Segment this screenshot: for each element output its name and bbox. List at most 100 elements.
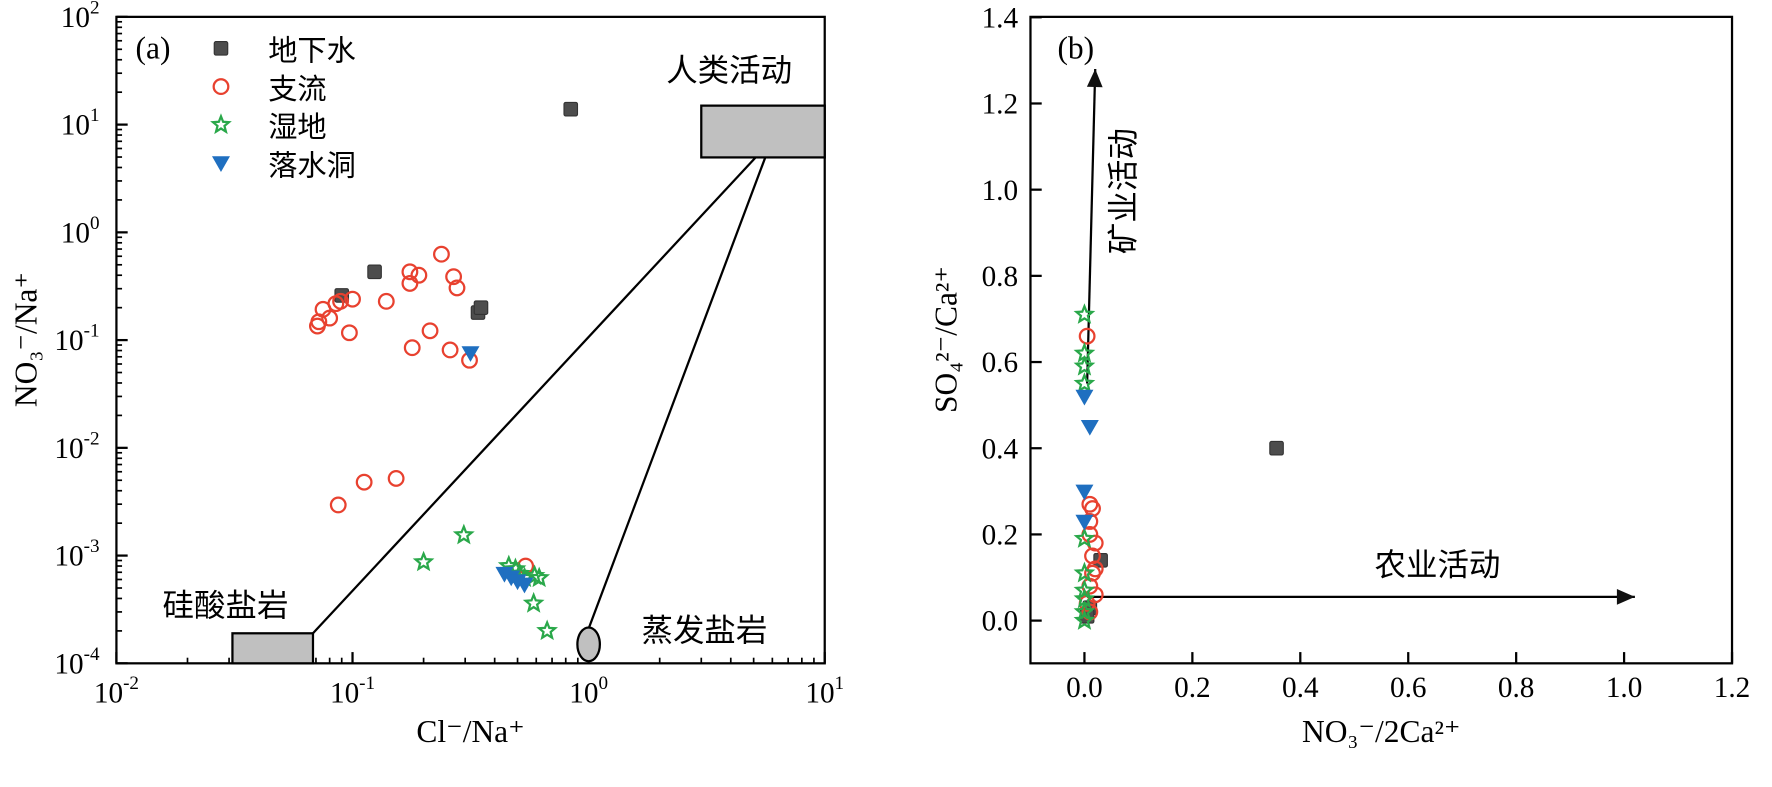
data-point-wetland bbox=[1073, 561, 1096, 583]
data-point-tributary bbox=[441, 341, 459, 359]
data-point-groundwater bbox=[367, 264, 382, 280]
panel-b: 0.0 0.2 0.4 0.6 0.8 1.0 1.2 1.4 0.0 0.2 0.4 0.6 0.8 1… bbox=[928, 2, 1751, 749]
data-point-tributary bbox=[329, 496, 347, 514]
y-tick-label: 0.0 bbox=[982, 606, 1019, 638]
trend-line bbox=[312, 156, 757, 635]
data-point-wetland bbox=[1073, 527, 1096, 548]
arrow-head-icon bbox=[1086, 69, 1103, 88]
data-point-tributary bbox=[321, 309, 339, 327]
y-tick-label: 1.2 bbox=[982, 89, 1019, 121]
arrow-label: 矿业活动 bbox=[1106, 128, 1142, 254]
legend-marker-wetland bbox=[210, 113, 232, 135]
region-label: 硅酸盐岩 bbox=[163, 588, 289, 624]
data-point-tributary bbox=[448, 279, 466, 297]
data-point-tributary bbox=[332, 292, 350, 310]
data-point-tributary bbox=[410, 266, 428, 284]
data-point-tributary bbox=[387, 470, 405, 487]
x-axis-label-b: NO₃⁻/2Ca²⁺ bbox=[1302, 714, 1461, 749]
data-point-wetland bbox=[522, 591, 545, 613]
data-point-tributary bbox=[403, 339, 421, 357]
y-tick-label: 0.4 bbox=[982, 433, 1019, 465]
y-tick-label: 102 bbox=[61, 0, 100, 34]
panel-b-frame bbox=[1029, 15, 1734, 665]
y-tick-label: 0.8 bbox=[982, 261, 1019, 293]
data-point-tributary bbox=[377, 292, 395, 310]
data-point-wetland bbox=[1073, 354, 1096, 376]
data-point-groundwater bbox=[473, 300, 489, 315]
data-point-sinkhole bbox=[1075, 484, 1094, 501]
region-ellipse bbox=[576, 626, 601, 663]
data-point-wetland bbox=[452, 523, 475, 545]
data-point-tributary bbox=[445, 268, 463, 286]
data-point-wetland bbox=[528, 566, 551, 588]
region-label: 蒸发盐岩 bbox=[641, 613, 767, 649]
arrow-head-icon bbox=[1616, 589, 1635, 605]
data-point-wetland bbox=[1073, 609, 1096, 630]
data-point-sinkhole bbox=[1075, 389, 1094, 406]
x-tick-label: 10-1 bbox=[330, 673, 375, 709]
y-axis-label-b: SO₄²⁻/Ca²⁺ bbox=[928, 266, 963, 413]
legend-marker-tributary bbox=[212, 78, 230, 96]
panel-a: 10-2 10-1 100 10110-410-310-210-1100101102 … bbox=[9, 0, 845, 749]
data-point-sinkhole bbox=[515, 577, 534, 594]
data-point-groundwater bbox=[1093, 552, 1108, 568]
region-label: 人类活动 bbox=[666, 53, 792, 89]
x-tick-label: 0.6 bbox=[1390, 672, 1427, 704]
data-point-wetland bbox=[1073, 303, 1096, 324]
data-point-wetland bbox=[412, 550, 435, 572]
trend-line bbox=[587, 157, 767, 630]
legend-label: 落水洞 bbox=[268, 148, 356, 182]
y-axis-label-a: NO₃⁻/Na⁺ bbox=[9, 272, 44, 407]
y-tick-label: 101 bbox=[61, 105, 100, 141]
data-point-wetland bbox=[536, 619, 558, 641]
data-point-groundwater bbox=[563, 101, 579, 117]
data-point-wetland bbox=[1073, 600, 1096, 622]
x-tick-label: 0.0 bbox=[1066, 672, 1103, 704]
data-point-tributary bbox=[401, 274, 419, 292]
data-point-tributary bbox=[355, 473, 373, 491]
region-box bbox=[231, 632, 315, 665]
x-axis-label-a: Cl⁻/Na⁺ bbox=[416, 714, 524, 749]
arrow-label: 农业活动 bbox=[1375, 548, 1501, 584]
data-point-tributary bbox=[344, 290, 361, 308]
x-tick-label: 10-2 bbox=[94, 673, 139, 709]
x-tick-label: 0.8 bbox=[1498, 672, 1535, 704]
legend-label: 支流 bbox=[268, 72, 326, 106]
legend-marker-groundwater bbox=[213, 41, 229, 56]
data-point-groundwater bbox=[1269, 440, 1284, 456]
y-tick-label: 1.0 bbox=[982, 175, 1019, 207]
x-tick-label: 1.0 bbox=[1606, 672, 1643, 704]
x-tick-label: 101 bbox=[805, 673, 844, 709]
y-tick-label: 10-3 bbox=[54, 536, 99, 572]
x-tick-label: 0.4 bbox=[1282, 672, 1319, 704]
data-point-tributary bbox=[421, 322, 439, 340]
legend-label: 湿地 bbox=[268, 110, 326, 144]
data-point-tributary bbox=[340, 324, 358, 342]
data-point-tributary bbox=[433, 245, 450, 263]
data-point-sinkhole bbox=[1075, 514, 1094, 531]
y-tick-label: 10-4 bbox=[54, 644, 100, 680]
data-point-sinkhole bbox=[1080, 419, 1099, 436]
y-tick-label: 0.2 bbox=[982, 520, 1019, 552]
panel-a-label: (a) bbox=[136, 30, 171, 65]
x-tick-label: 0.2 bbox=[1174, 672, 1211, 704]
arrow-line bbox=[1086, 68, 1097, 384]
x-tick-label: 100 bbox=[569, 673, 608, 709]
y-tick-label: 1.4 bbox=[982, 2, 1019, 34]
y-tick-label: 10-1 bbox=[54, 321, 99, 357]
data-point-wetland bbox=[1073, 372, 1096, 393]
legend-label: 地下水 bbox=[268, 34, 356, 68]
data-point-sinkhole bbox=[461, 346, 480, 362]
y-tick-label: 10-2 bbox=[54, 428, 99, 464]
legend-marker-sinkhole bbox=[211, 156, 230, 173]
y-tick-label: 100 bbox=[61, 213, 100, 249]
region-box bbox=[700, 104, 826, 159]
data-point-tributary bbox=[401, 263, 419, 281]
data-point-wetland bbox=[1073, 578, 1096, 600]
panel-b-label: (b) bbox=[1057, 30, 1094, 65]
y-tick-label: 0.6 bbox=[982, 347, 1019, 379]
x-tick-label: 1.2 bbox=[1714, 672, 1751, 704]
data-point-tributary bbox=[1078, 327, 1096, 345]
